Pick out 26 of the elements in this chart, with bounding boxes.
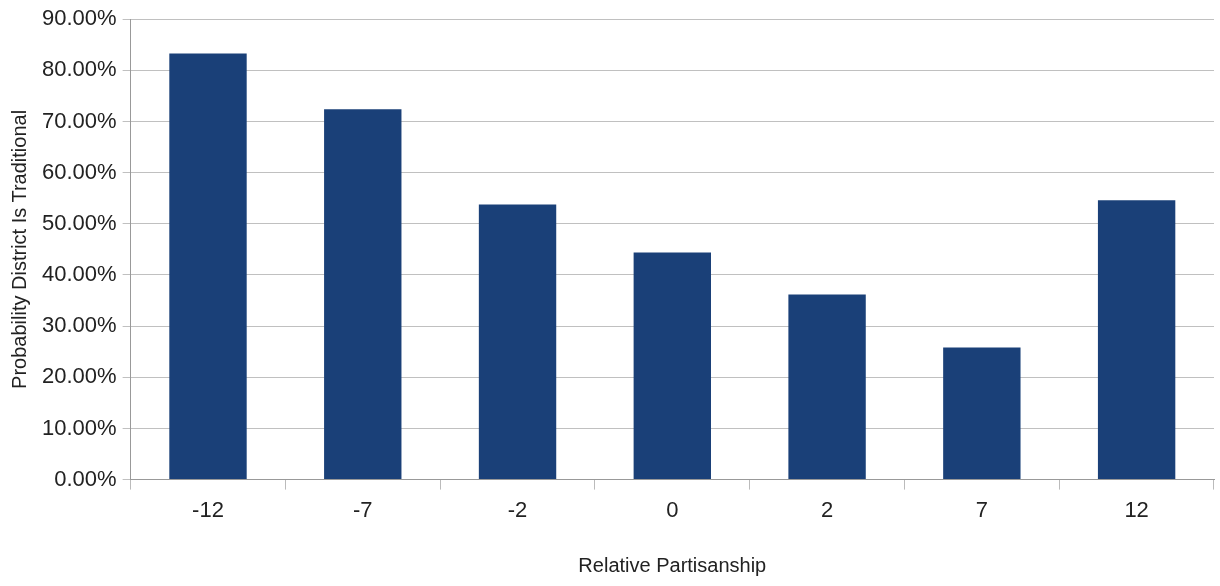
x-tick-label: 0 (666, 496, 679, 522)
y-axis-title: Probability District Is Traditional (7, 109, 30, 389)
x-tick-label: -12 (192, 496, 224, 522)
y-tick-label: 10.00% (41, 414, 117, 440)
bar (943, 347, 1021, 480)
y-tick-label: 90.00% (41, 5, 117, 31)
bar (1097, 200, 1176, 480)
bar (324, 109, 402, 480)
x-tick-label: 2 (820, 496, 834, 522)
y-tick-label: 20.00% (41, 363, 117, 389)
x-tick-label: -2 (507, 496, 528, 522)
x-axis-title: Relative Partisanship (578, 553, 767, 576)
y-tick-label: 60.00% (41, 158, 117, 184)
x-tick-label: -7 (352, 496, 373, 522)
y-tick-label: 30.00% (41, 312, 117, 338)
bar (478, 204, 557, 480)
y-tick-label: 40.00% (41, 261, 117, 287)
bar (169, 53, 247, 480)
bar (633, 252, 711, 480)
y-tick-label: 70.00% (41, 107, 117, 133)
y-tick-label: 80.00% (41, 56, 117, 82)
y-tick-label: 0.00% (54, 465, 117, 491)
x-tick-label: 12 (1124, 496, 1149, 522)
x-tick-label: 7 (975, 496, 988, 522)
y-tick-label: 50.00% (41, 209, 117, 235)
bar (788, 294, 866, 480)
